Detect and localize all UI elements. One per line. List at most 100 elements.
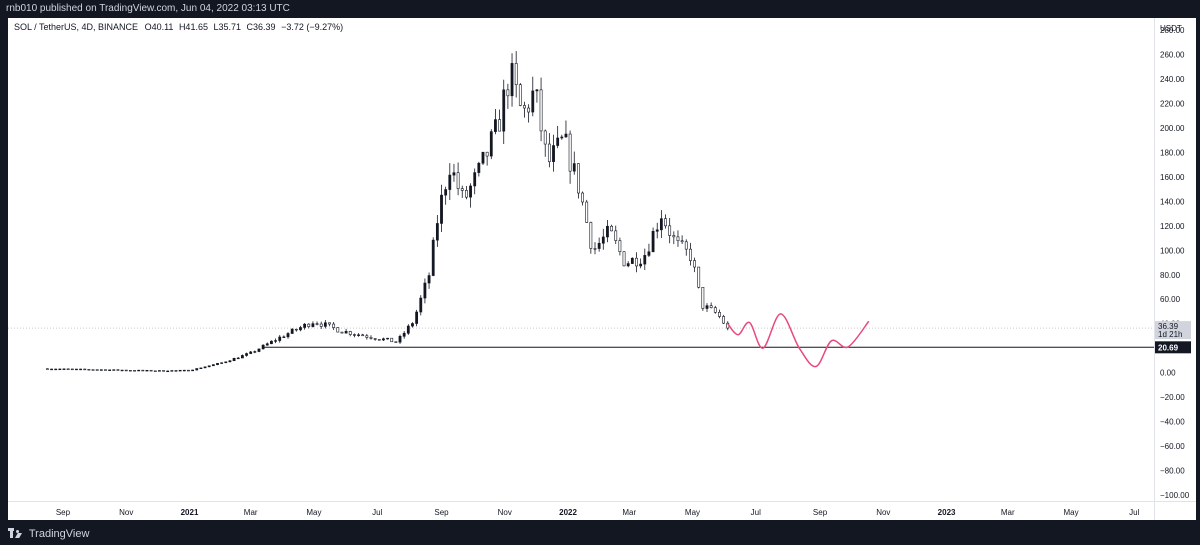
price-tick-label: 160.00 bbox=[1160, 173, 1185, 182]
candle bbox=[431, 237, 435, 277]
support-level-label: 20.69 bbox=[1158, 343, 1179, 352]
candle bbox=[618, 237, 622, 256]
candle bbox=[572, 151, 576, 175]
candle bbox=[328, 322, 331, 327]
published-text: rnb010 published on TradingView.com, Jun… bbox=[6, 3, 290, 14]
candle bbox=[236, 357, 240, 360]
candle bbox=[639, 258, 643, 269]
candle bbox=[303, 323, 307, 330]
time-tick-label: Nov bbox=[119, 508, 133, 517]
time-tick-label: Nov bbox=[498, 508, 512, 517]
candle bbox=[444, 186, 448, 205]
candle bbox=[348, 330, 352, 337]
candle bbox=[635, 252, 638, 273]
candle bbox=[456, 162, 460, 196]
candle bbox=[411, 322, 414, 328]
candle bbox=[489, 129, 493, 160]
candle bbox=[224, 361, 228, 364]
candle bbox=[249, 350, 253, 355]
time-tick-label: Mar bbox=[1001, 508, 1015, 517]
time-tick-label: Sep bbox=[56, 508, 71, 517]
candle bbox=[357, 333, 360, 337]
candle bbox=[518, 83, 522, 107]
time-axis[interactable]: Sep Nov 2021 Mar May Jul Sep Nov 2022 Mar May Jul Se… bbox=[56, 508, 1140, 517]
support-level-badge: 20.69 bbox=[1155, 341, 1191, 354]
candle bbox=[95, 369, 99, 371]
candle bbox=[659, 210, 663, 239]
price-axis[interactable]: 280.00 260.00 240.00 220.00 200.00 180.00 160.… bbox=[1160, 26, 1190, 500]
chart-legend: SOL / TetherUS, 4D, BINANCE O40.11 H41.6… bbox=[14, 22, 343, 32]
candle bbox=[718, 309, 721, 319]
candle bbox=[547, 133, 551, 168]
candle bbox=[655, 222, 659, 239]
candle bbox=[510, 53, 514, 107]
price-tick-label: 120.00 bbox=[1160, 222, 1185, 231]
time-tick-label: Sep bbox=[813, 508, 828, 517]
candle bbox=[211, 364, 215, 367]
candle bbox=[153, 370, 157, 372]
candle bbox=[70, 368, 74, 371]
candle bbox=[440, 184, 443, 232]
candle bbox=[464, 185, 468, 200]
currency-label: USDT bbox=[1160, 24, 1182, 33]
candle bbox=[527, 104, 531, 123]
candle bbox=[216, 363, 219, 366]
price-chart[interactable]: SOL / TetherUS, 4D, BINANCE O40.11 H41.6… bbox=[8, 18, 1196, 520]
candle bbox=[382, 337, 385, 341]
candle bbox=[141, 369, 145, 372]
candle bbox=[435, 214, 439, 247]
candle bbox=[709, 302, 713, 309]
projection-path[interactable] bbox=[727, 313, 870, 368]
candle bbox=[133, 370, 136, 372]
candle bbox=[577, 163, 580, 199]
candle bbox=[278, 335, 282, 343]
candle bbox=[261, 344, 265, 350]
candle bbox=[448, 163, 452, 201]
candle bbox=[664, 214, 667, 229]
chart-panel[interactable]: SOL / TetherUS, 4D, BINANCE O40.11 H41.6… bbox=[8, 18, 1196, 520]
candle bbox=[394, 341, 398, 343]
price-tick-label: 220.00 bbox=[1160, 100, 1185, 109]
candle bbox=[307, 323, 311, 329]
price-tick-label: 200.00 bbox=[1160, 124, 1185, 133]
candle bbox=[498, 109, 501, 132]
candle bbox=[531, 76, 535, 117]
candle bbox=[415, 309, 419, 327]
candle bbox=[485, 151, 489, 166]
candle bbox=[112, 369, 116, 371]
projection-layer[interactable] bbox=[727, 313, 870, 368]
time-tick-label: Jul bbox=[1129, 508, 1139, 517]
candle bbox=[585, 199, 589, 223]
candles-layer bbox=[46, 51, 730, 373]
legend-symbol[interactable]: SOL / TetherUS, 4D, BINANCE bbox=[14, 22, 138, 32]
candle bbox=[340, 331, 344, 334]
tradingview-brand[interactable]: TradingView bbox=[8, 527, 89, 541]
candle bbox=[564, 120, 568, 138]
price-tick-label: 60.00 bbox=[1160, 295, 1181, 304]
candle bbox=[506, 83, 510, 109]
candle bbox=[108, 369, 112, 371]
time-tick-label: Sep bbox=[434, 508, 449, 517]
candle bbox=[477, 161, 481, 177]
candle bbox=[402, 331, 406, 339]
candle bbox=[581, 191, 584, 206]
candle bbox=[560, 134, 564, 140]
candle bbox=[684, 239, 688, 256]
time-tick-label: May bbox=[685, 508, 700, 517]
candle bbox=[668, 217, 672, 244]
price-tick-label: −100.00 bbox=[1160, 491, 1190, 500]
candle bbox=[137, 369, 141, 372]
candle bbox=[643, 248, 647, 271]
candle bbox=[630, 257, 634, 264]
footer-bar: TradingView bbox=[0, 522, 1200, 545]
price-tick-label: −40.00 bbox=[1160, 418, 1185, 427]
time-tick-label: Mar bbox=[244, 508, 258, 517]
candle bbox=[124, 369, 128, 372]
candle bbox=[228, 360, 232, 363]
candle bbox=[568, 130, 572, 184]
candle bbox=[672, 231, 676, 245]
tradingview-brand-text: TradingView bbox=[28, 528, 90, 540]
candle bbox=[182, 369, 186, 372]
